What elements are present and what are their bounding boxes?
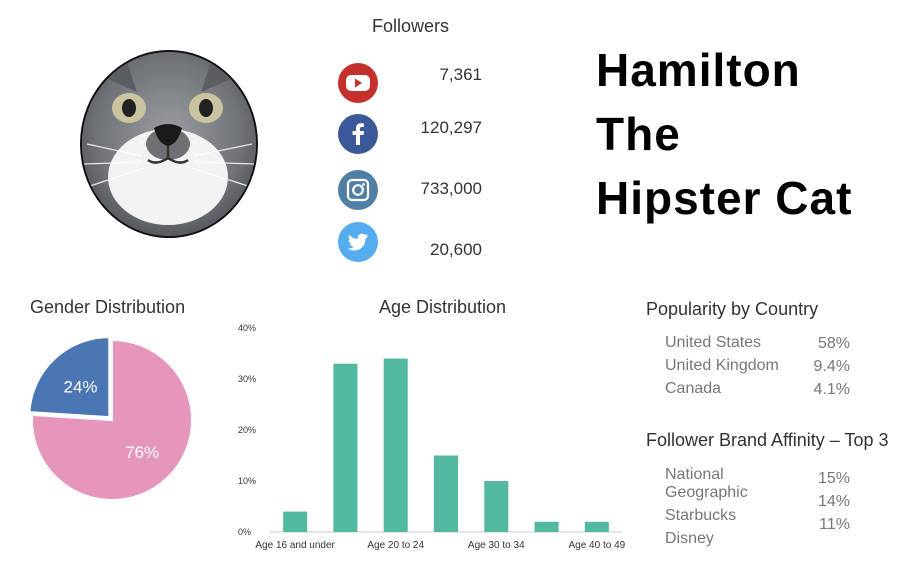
x-tick-label: Age 16 and under	[255, 540, 335, 551]
age-bar	[584, 521, 609, 532]
y-tick-label: 40%	[238, 323, 256, 333]
country-name: United States	[665, 334, 762, 351]
avatar	[80, 50, 258, 238]
pie-slice-label: 24%	[63, 377, 97, 396]
country-pct: 4.1%	[813, 381, 850, 398]
brand-name: Starbucks	[665, 507, 737, 524]
country-pct: 9.4%	[813, 358, 850, 375]
y-tick-label: 10%	[238, 476, 256, 486]
age-bar	[283, 511, 308, 532]
x-tick-label: Age 40 to 49	[568, 540, 625, 551]
pie-slice	[28, 336, 111, 419]
twitter-count: 20,600	[430, 240, 482, 259]
facebook-count: 120,297	[420, 118, 482, 137]
country-name: Canada	[665, 380, 722, 397]
age-bar	[333, 363, 358, 532]
name-line-3: Hipster Cat	[596, 172, 853, 224]
age-bar	[434, 455, 458, 532]
brand-pct: 15%	[817, 470, 850, 487]
age-chart-title: Age Distribution	[379, 297, 507, 317]
y-tick-label: 20%	[238, 425, 256, 435]
instagram-count: 733,000	[420, 179, 482, 198]
age-bar	[534, 521, 559, 532]
gender-chart-title: Gender Distribution	[30, 297, 186, 317]
y-tick-label: 30%	[238, 374, 256, 384]
instagram-icon	[338, 170, 378, 210]
age-bar-chart: 0% 10% 20% 30% 40% Age 16 and under Age 20 to …	[238, 323, 626, 551]
profile-name: Hamilton The Hipster Cat	[596, 38, 852, 230]
y-tick-label: 0%	[238, 527, 251, 537]
gender-pie-chart: 76% 24%	[28, 336, 193, 501]
country-name: United Kingdom	[665, 357, 779, 374]
pie-slice	[31, 338, 193, 501]
brand-title: Follower Brand Affinity – Top 3	[646, 430, 889, 450]
cat-face-icon	[82, 52, 256, 236]
pie-slice-label: 76%	[125, 443, 159, 462]
country-pct: 58%	[817, 335, 850, 352]
twitter-icon	[338, 222, 378, 262]
brand-name: Disney	[665, 530, 714, 547]
x-tick-label: Age 20 to 24	[367, 540, 424, 551]
name-line-2: The	[596, 108, 681, 160]
brand-name: National	[665, 466, 724, 483]
brand-pct: 14%	[817, 493, 850, 510]
followers-title: Followers	[372, 16, 450, 36]
age-bar	[383, 358, 408, 532]
youtube-icon	[338, 63, 378, 103]
age-bar	[484, 481, 509, 532]
name-line-1: Hamilton	[596, 44, 801, 96]
facebook-icon	[338, 114, 378, 154]
country-title: Popularity by Country	[646, 299, 819, 319]
x-tick-label: Age 30 to 34	[468, 540, 525, 551]
brand-name: Geographic	[665, 484, 748, 501]
youtube-count: 7,361	[439, 65, 482, 84]
brand-pct: 11%	[819, 516, 850, 533]
